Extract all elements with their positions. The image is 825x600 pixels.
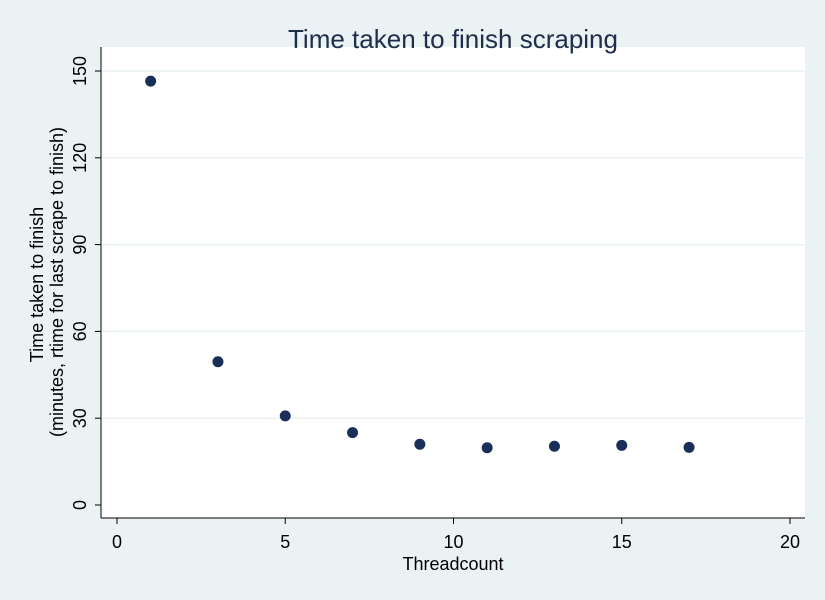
y-tick-label-0: 0 [70,500,90,510]
y-axis-label-line-1: Time taken to finish [27,207,47,362]
y-tick-label-120: 120 [70,143,90,173]
y-axis-ticks: 0 30 60 90 120 150 [70,56,101,510]
data-point-17 [683,441,695,453]
y-tick-label-60: 60 [70,321,90,341]
x-axis-ticks: 0 5 10 15 20 [112,518,800,552]
data-point-11 [481,442,493,454]
chart-title: Time taken to finish scraping [288,24,618,54]
gridlines [102,70,805,419]
x-tick-label-20: 20 [780,532,800,552]
data-point-13 [548,440,560,452]
plot-area [101,47,805,518]
x-tick-label-5: 5 [280,532,290,552]
data-point-1 [145,75,157,87]
y-tick-label-30: 30 [70,408,90,428]
y-tick-label-150: 150 [70,56,90,86]
data-point-9 [414,438,426,450]
data-point-15 [616,439,628,451]
y-axis-label-line-2: (minutes, rtime for last scrape to finis… [47,127,67,437]
data-point-3 [212,356,224,368]
x-tick-label-15: 15 [612,532,632,552]
data-point-7 [347,427,359,439]
x-axis-label: Threadcount [402,554,503,574]
y-tick-label-90: 90 [70,235,90,255]
x-tick-label-0: 0 [112,532,122,552]
data-point-5 [279,410,291,422]
x-tick-label-10: 10 [443,532,463,552]
data-points [145,75,695,454]
y-axis-label: Time taken to finish (minutes, rtime for… [27,127,67,437]
